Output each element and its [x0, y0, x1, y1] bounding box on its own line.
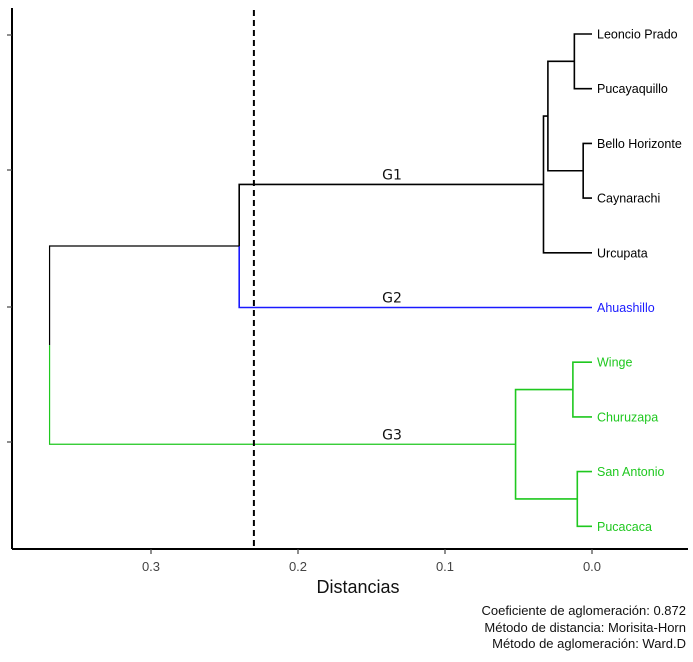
x-tick-label: 0.2 [289, 559, 307, 574]
branch-g2-ahuashillo [238, 245, 592, 309]
group-label-g3: G3 [382, 427, 402, 443]
branch-g1-3 [542, 115, 592, 254]
leaf-labels: Leoncio Prado Pucayaquillo Bello Horizonte… [597, 28, 682, 534]
leaf-label: Caynarachi [597, 192, 660, 206]
leaf-label: Urcupata [597, 246, 648, 260]
x-tick-label: 0.1 [436, 559, 454, 574]
clustering-stats: Coeficiente de aglomeración: 0.872 Métod… [481, 603, 686, 653]
leaf-label: Churuzapa [597, 410, 658, 424]
axes [11, 8, 688, 550]
dendrogram-chart: 0.3 0.2 0.1 0.0 Leoncio Prado Pucayaquillo Be… [7, 8, 688, 597]
x-tick-label: 0.3 [142, 559, 160, 574]
branch-g1-2 [547, 60, 584, 172]
branch-g1-0 [573, 33, 592, 90]
group-label-g2: G2 [382, 291, 402, 307]
x-axis-ticks: 0.3 0.2 0.1 0.0 [7, 34, 601, 574]
x-tick-label: 0.0 [583, 559, 601, 574]
leaf-label: San Antonio [597, 465, 664, 479]
agglomeration-method: Método de aglomeración: Ward.D [492, 636, 686, 651]
branch-g1-to-node [238, 183, 544, 246]
leaf-label: Leoncio Prado [597, 28, 678, 42]
x-axis-title: Distancias [316, 577, 399, 597]
dendrogram-branches [48, 33, 592, 528]
group-label-g1: G1 [382, 167, 402, 183]
leaf-label: Pucayaquillo [597, 82, 668, 96]
leaf-label: Winge [597, 356, 632, 370]
branch-g3-5 [572, 361, 592, 418]
leaf-label: Bello Horizonte [597, 137, 682, 151]
branch-g3-7 [514, 388, 578, 500]
agglomeration-coefficient: Coeficiente de aglomeración: 0.872 [481, 603, 686, 618]
branch-root-upper [48, 245, 240, 346]
branch-g1-1 [582, 142, 592, 199]
branch-g3-6 [576, 470, 592, 528]
distance-method: Método de distancia: Morisita-Horn [484, 619, 686, 635]
group-labels: G1 G2 G3 [382, 167, 402, 443]
branch-root-lower [48, 345, 516, 445]
leaf-label: Pucacaca [597, 520, 652, 534]
leaf-label: Ahuashillo [597, 301, 655, 315]
